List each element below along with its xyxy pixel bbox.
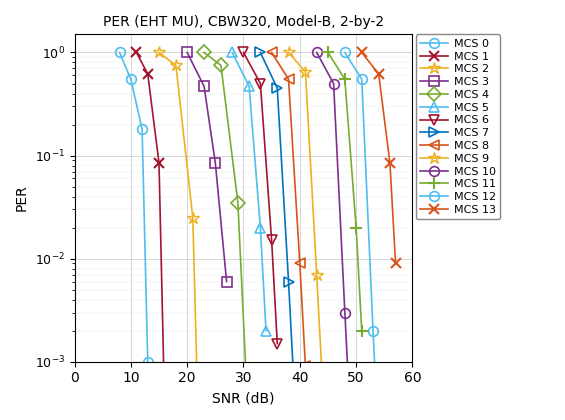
Line: MCS 1: MCS 1	[132, 47, 170, 414]
MCS 6	[268, 238, 275, 243]
MCS 6	[257, 81, 264, 86]
MCS 4	[218, 63, 224, 68]
Line: MCS 12: MCS 12	[340, 47, 384, 420]
MCS 0	[116, 50, 123, 55]
MCS 1	[155, 160, 162, 165]
Y-axis label: PER: PER	[15, 185, 29, 211]
MCS 4	[234, 200, 241, 205]
MCS 12	[341, 50, 348, 55]
MCS 6	[240, 50, 247, 55]
MCS 7	[257, 50, 264, 55]
MCS 8	[285, 77, 292, 82]
MCS 13	[386, 160, 393, 165]
MCS 6	[274, 341, 281, 346]
MCS 2	[172, 63, 179, 68]
MCS 5	[257, 225, 264, 230]
MCS 0	[128, 77, 134, 82]
Line: MCS 10: MCS 10	[312, 47, 355, 420]
Line: MCS 7: MCS 7	[255, 47, 299, 394]
MCS 2	[189, 215, 196, 220]
MCS 8	[297, 261, 303, 266]
Line: MCS 6: MCS 6	[238, 47, 282, 349]
Line: MCS 3: MCS 3	[182, 47, 232, 286]
MCS 8	[268, 50, 275, 55]
Title: PER (EHT MU), CBW320, Model-B, 2-by-2: PER (EHT MU), CBW320, Model-B, 2-by-2	[103, 15, 384, 29]
MCS 4	[201, 50, 207, 55]
MCS 0	[139, 127, 146, 132]
MCS 11	[353, 225, 359, 230]
MCS 1	[161, 406, 168, 411]
MCS 9	[302, 69, 309, 74]
MCS 12	[370, 328, 376, 333]
MCS 10	[330, 81, 337, 86]
MCS 10	[341, 310, 348, 315]
MCS 7	[274, 86, 281, 91]
Line: MCS 11: MCS 11	[321, 46, 368, 337]
Line: MCS 2: MCS 2	[153, 46, 205, 420]
MCS 5	[263, 328, 270, 333]
MCS 3	[223, 279, 230, 284]
Line: MCS 0: MCS 0	[115, 47, 153, 367]
MCS 8	[302, 364, 309, 369]
MCS 0	[144, 359, 151, 364]
MCS 11	[358, 328, 365, 333]
X-axis label: SNR (dB): SNR (dB)	[212, 391, 275, 405]
MCS 3	[212, 160, 219, 165]
MCS 3	[184, 50, 190, 55]
MCS 13	[392, 261, 399, 266]
MCS 5	[229, 50, 236, 55]
MCS 1	[144, 71, 151, 76]
MCS 10	[314, 50, 320, 55]
Line: MCS 5: MCS 5	[227, 47, 271, 336]
MCS 13	[375, 71, 382, 76]
Line: MCS 13: MCS 13	[357, 47, 401, 268]
MCS 13	[358, 50, 365, 55]
MCS 7	[285, 279, 292, 284]
MCS 11	[324, 50, 331, 55]
Line: MCS 8: MCS 8	[267, 47, 310, 371]
MCS 2	[155, 50, 162, 55]
MCS 9	[285, 50, 292, 55]
MCS 11	[341, 77, 348, 82]
MCS 5	[246, 84, 253, 89]
Line: MCS 4: MCS 4	[199, 47, 254, 420]
Legend: MCS 0, MCS 1, MCS 2, MCS 3, MCS 4, MCS 5, MCS 6, MCS 7, MCS 8, MCS 9, MCS 10, MC: MCS 0, MCS 1, MCS 2, MCS 3, MCS 4, MCS 5…	[416, 34, 500, 219]
Line: MCS 9: MCS 9	[282, 46, 329, 387]
MCS 12	[358, 77, 365, 82]
MCS 3	[201, 84, 207, 89]
MCS 7	[291, 386, 298, 391]
MCS 1	[133, 50, 140, 55]
MCS 9	[319, 378, 326, 383]
MCS 9	[314, 272, 320, 277]
